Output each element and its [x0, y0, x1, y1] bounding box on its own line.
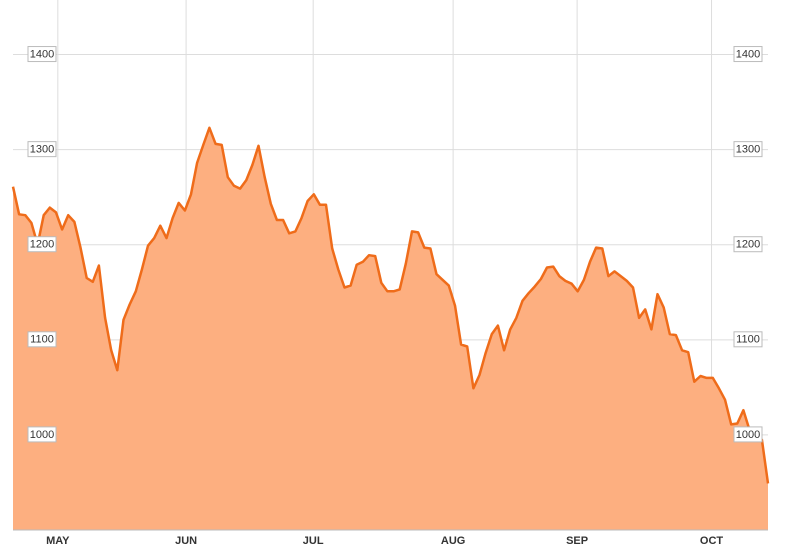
y-tick-label: 1100 [736, 334, 760, 346]
y-tick-label: 1200 [736, 239, 760, 251]
x-tick-label: AUG [441, 535, 465, 547]
y-tick-box [733, 331, 763, 348]
y-tick-box [27, 236, 57, 253]
y-tick-box [27, 141, 57, 158]
y-tick-label: 1000 [30, 429, 54, 441]
y-tick-label: 1300 [736, 144, 760, 156]
y-tick-label: 1000 [736, 429, 760, 441]
y-tick-box [27, 426, 57, 443]
y-tick-box [733, 46, 763, 63]
y-tick-label: 1400 [736, 48, 760, 60]
x-tick-label: OCT [700, 535, 724, 547]
y-tick-box [27, 331, 57, 348]
x-tick-label: MAY [46, 535, 70, 547]
y-tick-label: 1400 [30, 48, 54, 60]
y-tick-box [27, 46, 57, 63]
y-tick-label: 1200 [30, 239, 54, 251]
y-tick-label: 1100 [30, 334, 54, 346]
line [11, 126, 770, 484]
area [13, 127, 768, 531]
y-tick-box [733, 141, 763, 158]
y-tick-box [733, 426, 763, 443]
x-tick-label: JUN [175, 535, 197, 547]
x-tick-label: SEP [566, 535, 588, 547]
x-tick-label: JUL [303, 535, 324, 547]
y-tick-box [733, 236, 763, 253]
y-tick-label: 1300 [30, 144, 54, 156]
